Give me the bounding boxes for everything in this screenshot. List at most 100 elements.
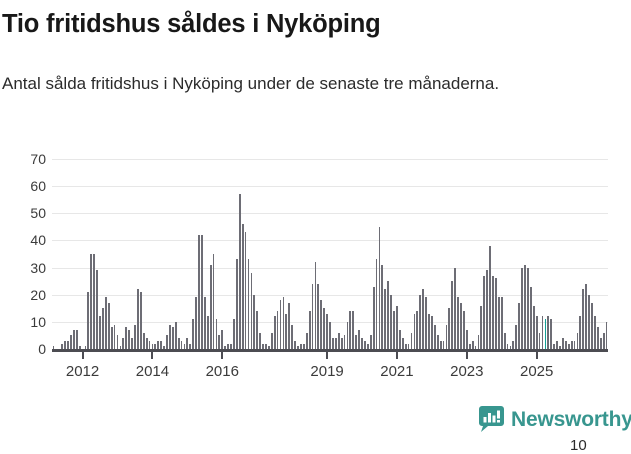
- bar: [457, 297, 459, 349]
- chart-subtitle: Antal sålda fritidshus i Nyköping under …: [2, 74, 500, 93]
- gridline: [52, 267, 608, 269]
- y-axis-tick-label: 10: [0, 315, 46, 329]
- bar: [468, 343, 471, 349]
- bar: [294, 340, 296, 349]
- bar: [535, 316, 538, 349]
- bar: [148, 340, 151, 349]
- y-axis-tick-value: 70: [30, 151, 46, 167]
- bar: [442, 340, 445, 349]
- bar: [212, 254, 215, 349]
- gridline: [52, 213, 608, 215]
- bar: [163, 346, 165, 349]
- bar: [588, 294, 590, 349]
- bar: [227, 343, 229, 349]
- bar: [168, 324, 171, 349]
- bar: [509, 346, 512, 349]
- bar: [265, 343, 267, 349]
- bar: [547, 316, 550, 349]
- bar: [332, 338, 334, 349]
- x-axis-tick: [535, 351, 538, 359]
- bar: [136, 289, 139, 349]
- x-axis-baseline: [52, 349, 608, 352]
- bar: [396, 305, 398, 349]
- bar: [241, 224, 244, 349]
- bar: [489, 245, 491, 349]
- y-axis-tick-label: 70: [0, 152, 46, 166]
- x-axis-tick: [221, 351, 224, 359]
- bar: [358, 330, 360, 349]
- bar: [486, 270, 489, 349]
- bar: [422, 289, 425, 349]
- gridline: [52, 294, 608, 296]
- x-axis-tick-label: 2025: [519, 363, 554, 380]
- bar: [221, 330, 224, 349]
- bar: [174, 321, 177, 349]
- bar: [131, 338, 133, 349]
- bar: [381, 264, 384, 349]
- bar: [593, 316, 596, 349]
- bar: [96, 270, 98, 349]
- newsworthy-logo[interactable]: Newsworthy: [479, 406, 631, 432]
- bar: [317, 283, 320, 349]
- bar: [430, 316, 433, 349]
- bar: [72, 330, 75, 349]
- bar: [538, 332, 541, 349]
- bar: [334, 338, 337, 349]
- bar: [375, 259, 378, 349]
- gridline: [52, 159, 608, 160]
- bar: [299, 343, 302, 349]
- bar: [206, 316, 209, 349]
- bar: [198, 235, 200, 349]
- bar: [416, 311, 419, 349]
- y-axis-tick-label: 0: [0, 342, 46, 356]
- bar: [445, 324, 448, 349]
- bar: [151, 343, 154, 349]
- bar: [288, 302, 291, 349]
- bar: [177, 338, 180, 349]
- x-axis-tick-label: 2023: [450, 363, 484, 380]
- y-axis-tick-value: 20: [30, 286, 46, 303]
- bar: [582, 289, 585, 349]
- bar: [145, 338, 148, 349]
- bar: [87, 292, 90, 349]
- bar: [297, 346, 299, 349]
- bar: [70, 335, 72, 349]
- bar: [311, 283, 314, 349]
- bar: [559, 346, 561, 349]
- bar: [107, 302, 110, 349]
- bar: [203, 297, 206, 349]
- bar: [393, 311, 395, 349]
- bar: [215, 319, 218, 349]
- bar: [401, 338, 404, 349]
- bar: [413, 313, 416, 349]
- x-axis-tick: [151, 351, 154, 359]
- bar: [122, 338, 125, 349]
- bar: [302, 343, 305, 349]
- bar: [233, 319, 235, 349]
- bar: [78, 346, 81, 349]
- bar: [250, 273, 253, 349]
- y-axis-tick-label: 40: [0, 233, 46, 247]
- bar: [369, 335, 372, 349]
- bar-series: [52, 159, 608, 349]
- bar: [451, 281, 454, 349]
- bar: [183, 343, 186, 349]
- bar: [390, 294, 393, 349]
- bar: [474, 346, 477, 349]
- bar: [480, 305, 483, 349]
- bar: [556, 340, 558, 349]
- bar: [503, 332, 506, 349]
- bar: [285, 313, 288, 349]
- bar: [500, 297, 503, 349]
- bar: [527, 267, 529, 349]
- bar: [433, 324, 436, 349]
- bar: [518, 302, 521, 349]
- y-axis-tick-label: 20: [0, 288, 46, 302]
- bar: [171, 327, 174, 349]
- bar: [564, 340, 567, 349]
- bar: [570, 340, 573, 349]
- bar: [436, 335, 439, 349]
- bar: [195, 297, 197, 349]
- bar: [235, 259, 238, 349]
- bar: [439, 340, 442, 349]
